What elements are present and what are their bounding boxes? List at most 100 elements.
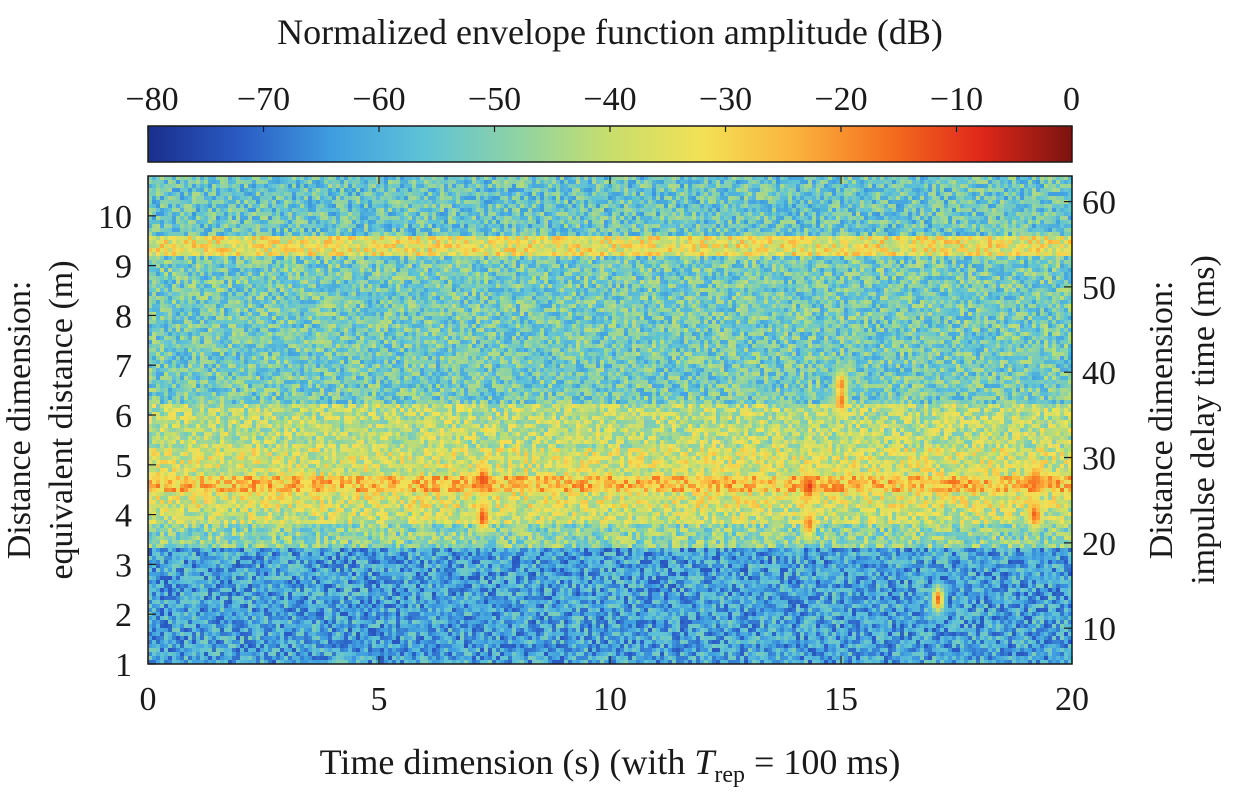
heatmap-cell xyxy=(680,252,685,257)
heatmap-cell xyxy=(1036,240,1041,245)
heatmap-cell xyxy=(704,256,709,261)
heatmap-cell xyxy=(620,244,625,249)
heatmap-cell xyxy=(600,192,605,197)
heatmap-cell xyxy=(596,220,601,225)
heatmap-cell xyxy=(464,224,469,229)
heatmap-cell xyxy=(400,228,405,233)
heatmap-cell xyxy=(820,236,825,241)
heatmap-cell xyxy=(1036,224,1041,229)
heatmap-cell xyxy=(752,216,757,221)
heatmap-cell xyxy=(232,244,237,249)
heatmap-cell xyxy=(444,208,449,213)
heatmap-cell xyxy=(908,228,913,233)
heatmap-cell xyxy=(728,236,733,241)
heatmap-cell xyxy=(708,224,713,229)
heatmap-cell xyxy=(1012,228,1017,233)
heatmap-cell xyxy=(904,200,909,205)
heatmap-cell xyxy=(408,192,413,197)
heatmap-cell xyxy=(468,260,473,265)
heatmap-cell xyxy=(1032,232,1037,237)
heatmap-cell xyxy=(612,212,617,217)
heatmap-cell xyxy=(888,244,893,249)
heatmap-cell xyxy=(796,196,801,201)
heatmap-cell xyxy=(592,248,597,253)
heatmap-cell xyxy=(996,212,1001,217)
heatmap-cell xyxy=(1036,248,1041,253)
heatmap-cell xyxy=(272,244,277,249)
heatmap-cell xyxy=(332,208,337,213)
heatmap-cell xyxy=(464,240,469,245)
heatmap-cell xyxy=(184,192,189,197)
heatmap-cell xyxy=(1064,180,1069,185)
heatmap-cell xyxy=(180,248,185,253)
heatmap-cell xyxy=(732,216,737,221)
heatmap-cell xyxy=(948,248,953,253)
heatmap-cell xyxy=(844,220,849,225)
heatmap-cell xyxy=(592,200,597,205)
heatmap-cell xyxy=(308,220,313,225)
heatmap-cell xyxy=(480,224,485,229)
heatmap-cell xyxy=(1004,240,1009,245)
heatmap-cell xyxy=(536,204,541,209)
heatmap-cell xyxy=(740,184,745,189)
heatmap-cell xyxy=(480,212,485,217)
heatmap-cell xyxy=(260,212,265,217)
heatmap-cell xyxy=(196,196,201,201)
heatmap-cell xyxy=(720,188,725,193)
heatmap-cell xyxy=(488,228,493,233)
heatmap-cell xyxy=(548,256,553,261)
heatmap-cell xyxy=(800,220,805,225)
heatmap-cell xyxy=(392,192,397,197)
heatmap-cell xyxy=(776,212,781,217)
heatmap-cell xyxy=(216,260,221,265)
heatmap-cell xyxy=(500,224,505,229)
heatmap-cell xyxy=(848,244,853,249)
heatmap-cell xyxy=(212,180,217,185)
heatmap-cell xyxy=(912,196,917,201)
heatmap-cell xyxy=(276,208,281,213)
heatmap-cell xyxy=(852,248,857,253)
heatmap-cell xyxy=(1060,184,1065,189)
heatmap-cell xyxy=(376,232,381,237)
heatmap-cell xyxy=(568,200,573,205)
heatmap-cell xyxy=(668,188,673,193)
heatmap-cell xyxy=(928,180,933,185)
heatmap-cell xyxy=(352,184,357,189)
heatmap-cell xyxy=(1044,216,1049,221)
heatmap-cell xyxy=(940,212,945,217)
heatmap-cell xyxy=(288,216,293,221)
heatmap-cell xyxy=(628,224,633,229)
heatmap-cell xyxy=(908,204,913,209)
heatmap-cell xyxy=(236,212,241,217)
heatmap-cell xyxy=(920,220,925,225)
heatmap-cell xyxy=(476,208,481,213)
heatmap-cell xyxy=(452,220,457,225)
heatmap-cell xyxy=(180,208,185,213)
heatmap-cell xyxy=(384,228,389,233)
heatmap-cell xyxy=(568,252,573,257)
heatmap-cell xyxy=(796,232,801,237)
heatmap-cell xyxy=(492,260,497,265)
heatmap-cell xyxy=(764,184,769,189)
heatmap-cell xyxy=(884,232,889,237)
heatmap-cell xyxy=(632,228,637,233)
heatmap-cell xyxy=(180,180,185,185)
heatmap-cell xyxy=(616,180,621,185)
heatmap-cell xyxy=(568,184,573,189)
heatmap-cell xyxy=(200,240,205,245)
heatmap-cell xyxy=(364,208,369,213)
heatmap-cell xyxy=(780,192,785,197)
heatmap-cell xyxy=(912,224,917,229)
heatmap-cell xyxy=(812,232,817,237)
heatmap-cell xyxy=(968,180,973,185)
heatmap-cell xyxy=(852,228,857,233)
heatmap-cell xyxy=(664,240,669,245)
heatmap-cell xyxy=(344,248,349,253)
heatmap-cell xyxy=(832,216,837,221)
heatmap-cell xyxy=(524,260,529,265)
heatmap-cell xyxy=(392,240,397,245)
heatmap-cell xyxy=(844,228,849,233)
heatmap-cell xyxy=(184,232,189,237)
heatmap-cell xyxy=(636,180,641,185)
heatmap-cell xyxy=(424,184,429,189)
